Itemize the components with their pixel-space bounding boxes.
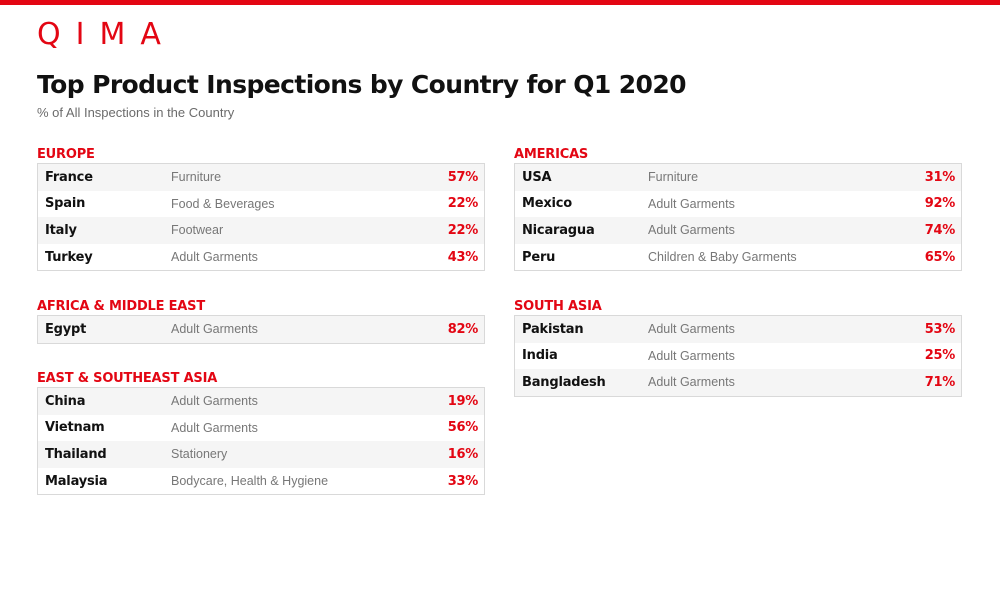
table-row: Thailand Stationery 16% [38,441,484,468]
country-name: Nicaragua [522,222,595,238]
region-title: AFRICA & MIDDLE EAST [37,299,205,314]
product-category: Children & Baby Garments [648,250,797,265]
region-table: France Furniture 57% Spain Food & Bevera… [37,163,485,272]
product-category: Adult Garments [648,196,735,211]
top-accent-bar [0,0,1000,5]
product-category: Bodycare, Health & Hygiene [171,474,329,489]
table-row: Nicaragua Adult Garments 74% [515,217,961,244]
inspection-percentage: 74% [924,222,956,238]
country-name: China [45,393,86,409]
product-category: Adult Garments [648,223,735,238]
region-table: Pakistan Adult Garments 53% India Adult … [514,315,962,397]
table-row: Bangladesh Adult Garments 71% [515,369,961,396]
inspection-percentage: 71% [924,374,956,390]
country-name: Italy [45,222,77,238]
product-category: Adult Garments [648,375,735,390]
table-row: Turkey Adult Garments 43% [38,243,484,271]
page-subtitle: % of All Inspections in the Country [37,105,235,120]
product-category: Adult Garments [171,322,258,337]
inspection-percentage: 57% [447,169,479,185]
product-category: Food & Beverages [171,196,275,211]
inspection-percentage: 33% [447,473,479,489]
region-east-southeast-asia: EAST & SOUTHEAST ASIA China Adult Garmen… [37,370,485,496]
table-row: Mexico Adult Garments 92% [515,190,961,218]
region-south-asia: SOUTH ASIA Pakistan Adult Garments 53% I… [514,298,962,397]
country-name: Vietnam [45,420,105,436]
region-table: USA Furniture 31% Mexico Adult Garments … [514,163,962,272]
country-name: Thailand [45,446,107,462]
product-category: Furniture [171,170,222,185]
country-name: USA [522,169,552,185]
product-category: Adult Garments [171,420,258,435]
country-name: Turkey [45,249,93,265]
country-name: India [522,348,558,364]
product-category: Furniture [648,170,699,185]
product-category: Adult Garments [648,348,735,363]
country-name: Spain [45,196,86,212]
table-row: China Adult Garments 19% [38,388,484,415]
page-title: Top Product Inspections by Country for Q… [37,70,687,99]
region-americas: AMERICAS USA Furniture 31% Mexico Adult … [514,146,962,272]
inspection-percentage: 43% [447,249,479,265]
region-table: China Adult Garments 19% Vietnam Adult G… [37,387,485,496]
region-title: EUROPE [37,147,95,162]
inspection-percentage: 53% [924,321,956,337]
inspection-percentage: 22% [447,222,479,238]
product-category: Footwear [171,223,224,238]
table-row: Malaysia Bodycare, Health & Hygiene 33% [38,467,484,495]
product-category: Stationery [171,447,228,462]
table-row: India Adult Garments 25% [515,342,961,370]
table-row: Spain Food & Beverages 22% [38,190,484,218]
region-title: AMERICAS [514,147,589,162]
country-name: France [45,169,93,185]
product-category: Adult Garments [171,250,258,265]
table-row: USA Furniture 31% [515,164,961,191]
product-category: Adult Garments [648,322,735,337]
inspection-percentage: 82% [447,321,479,337]
region-europe: EUROPE France Furniture 57% Spain Food &… [37,146,485,272]
table-row: Italy Footwear 22% [38,217,484,244]
inspection-percentage: 56% [447,420,479,436]
table-row: Egypt Adult Garments 82% [38,316,484,343]
country-name: Malaysia [45,473,108,489]
region-title: SOUTH ASIA [514,299,602,314]
inspection-percentage: 65% [924,249,956,265]
inspection-percentage: 19% [447,393,479,409]
country-name: Egypt [45,321,87,337]
region-africa-middle-east: AFRICA & MIDDLE EAST Egypt Adult Garment… [37,298,485,344]
product-category: Adult Garments [171,394,258,409]
inspection-percentage: 31% [924,169,956,185]
region-table: Egypt Adult Garments 82% [37,315,485,344]
inspection-percentage: 25% [924,348,956,364]
table-row: Vietnam Adult Garments 56% [38,414,484,442]
inspection-percentage: 92% [924,196,956,212]
inspection-percentage: 22% [447,196,479,212]
country-name: Bangladesh [522,374,606,390]
table-row: Peru Children & Baby Garments 65% [515,243,961,271]
region-title: EAST & SOUTHEAST ASIA [37,371,218,386]
qima-logo: QIMA [37,17,176,52]
table-row: France Furniture 57% [38,164,484,191]
country-name: Mexico [522,196,573,212]
country-name: Peru [522,249,556,265]
inspection-percentage: 16% [447,446,479,462]
country-name: Pakistan [522,321,584,337]
table-row: Pakistan Adult Garments 53% [515,316,961,343]
